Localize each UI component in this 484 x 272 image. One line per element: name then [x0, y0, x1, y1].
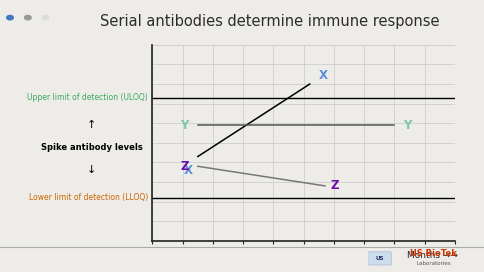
Text: ↑: ↑ [87, 120, 96, 130]
Text: Upper limit of detection (ULOQ): Upper limit of detection (ULOQ) [27, 93, 148, 102]
Text: Lower limit of detection (LLOQ): Lower limit of detection (LLOQ) [29, 193, 148, 202]
Text: Months →→: Months →→ [407, 252, 458, 261]
Text: X: X [319, 69, 328, 82]
Text: US: US [375, 256, 384, 261]
Text: Serial antibodies determine immune response: Serial antibodies determine immune respo… [100, 14, 439, 29]
Text: ↓: ↓ [87, 165, 96, 175]
Circle shape [42, 16, 49, 20]
Text: Z: Z [331, 180, 339, 192]
Text: US BioTek: US BioTek [410, 249, 457, 258]
Text: X: X [184, 164, 193, 177]
Text: Laboratories: Laboratories [417, 261, 451, 266]
Text: Y: Y [404, 119, 412, 132]
FancyBboxPatch shape [368, 252, 391, 265]
Text: Y: Y [181, 119, 189, 132]
Text: Spike antibody levels: Spike antibody levels [41, 143, 142, 152]
Text: Z: Z [180, 160, 189, 173]
Circle shape [7, 16, 14, 20]
Circle shape [25, 16, 31, 20]
